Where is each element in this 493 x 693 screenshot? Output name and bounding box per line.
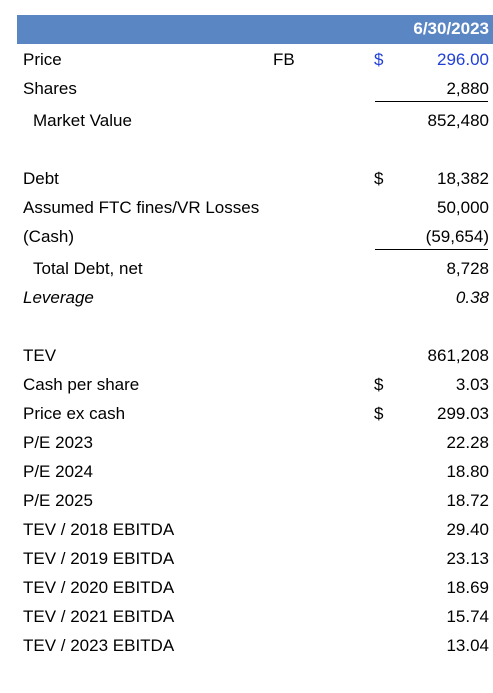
row-pe-2023[interactable]: P/E 2023 22.28 xyxy=(17,428,493,457)
row-label: (Cash) xyxy=(23,227,75,246)
value-cell[interactable]: 22.28 xyxy=(446,433,489,452)
row-ftc-fines[interactable]: Assumed FTC fines/VR Losses 50,000 xyxy=(17,193,493,222)
row-cash-per-share[interactable]: Cash per share $ 3.03 xyxy=(17,370,493,399)
row-pe-2025[interactable]: P/E 2025 18.72 xyxy=(17,486,493,515)
value-cell[interactable]: 18.69 xyxy=(446,578,489,597)
row-label: TEV / 2023 EBITDA xyxy=(23,636,175,655)
row-tev-2019-ebitda[interactable]: TEV / 2019 EBITDA 23.13 xyxy=(17,544,493,573)
value-cell[interactable]: 8,728 xyxy=(446,259,489,278)
value-cell[interactable]: 0.38 xyxy=(455,288,489,307)
row-leverage[interactable]: Leverage 0.38 xyxy=(17,283,493,312)
subtotal-underline xyxy=(375,101,488,102)
dollar-sign: $ xyxy=(374,169,384,188)
row-tev-2018-ebitda[interactable]: TEV / 2018 EBITDA 29.40 xyxy=(17,515,493,544)
row-tev-2021-ebitda[interactable]: TEV / 2021 EBITDA 15.74 xyxy=(17,602,493,631)
row-shares[interactable]: Shares 2,880 xyxy=(17,74,493,103)
row-tev-2020-ebitda[interactable]: TEV / 2020 EBITDA 18.69 xyxy=(17,573,493,602)
row-label: Price ex cash xyxy=(23,404,126,423)
value-cell[interactable]: 861,208 xyxy=(427,346,489,365)
row-tev-2023-ebitda[interactable]: TEV / 2023 EBITDA 13.04 xyxy=(17,631,493,660)
value-cell[interactable]: 2,880 xyxy=(446,79,489,98)
value-cell[interactable]: 18.80 xyxy=(446,462,489,481)
value-cell[interactable]: 299.03 xyxy=(437,404,489,423)
row-label: Shares xyxy=(23,79,77,98)
row-label: TEV / 2021 EBITDA xyxy=(23,607,175,626)
value-cell[interactable]: 15.74 xyxy=(446,607,489,626)
value-cell[interactable]: 18.72 xyxy=(446,491,489,510)
dollar-sign: $ xyxy=(374,375,384,394)
value-cell[interactable]: 29.40 xyxy=(446,520,489,539)
row-label: Leverage xyxy=(23,288,94,307)
value-cell[interactable]: 852,480 xyxy=(427,111,489,130)
value-cell[interactable]: 13.04 xyxy=(446,636,489,655)
row-label: TEV / 2020 EBITDA xyxy=(23,578,175,597)
row-label: TEV / 2019 EBITDA xyxy=(23,549,175,568)
row-price-ex-cash[interactable]: Price ex cash $ 299.03 xyxy=(17,399,493,428)
row-label: P/E 2024 xyxy=(23,462,93,481)
dollar-sign: $ xyxy=(374,404,384,423)
row-label: P/E 2023 xyxy=(23,433,93,452)
value-cell[interactable]: 296.00 xyxy=(437,50,489,69)
value-cell[interactable]: 23.13 xyxy=(446,549,489,568)
row-price[interactable]: Price FB $ 296.00 xyxy=(17,45,493,74)
ticker-cell[interactable]: FB xyxy=(273,50,295,69)
row-label: Cash per share xyxy=(23,375,140,394)
row-total-debt[interactable]: Total Debt, net 8,728 xyxy=(17,254,493,283)
row-label: Total Debt, net xyxy=(33,259,143,278)
value-cell[interactable]: 18,382 xyxy=(437,169,489,188)
dollar-sign: $ xyxy=(374,50,384,69)
row-label: Price xyxy=(23,50,62,69)
row-label: Assumed FTC fines/VR Losses xyxy=(23,198,260,217)
subtotal-underline xyxy=(375,249,488,250)
row-market-value[interactable]: Market Value 852,480 xyxy=(17,106,493,135)
row-label: Debt xyxy=(23,169,59,188)
value-cell[interactable]: (59,654) xyxy=(425,227,489,246)
row-debt[interactable]: Debt $ 18,382 xyxy=(17,164,493,193)
row-label: TEV xyxy=(23,346,57,365)
row-pe-2024[interactable]: P/E 2024 18.80 xyxy=(17,457,493,486)
row-label: Market Value xyxy=(33,111,132,130)
row-label: P/E 2025 xyxy=(23,491,93,510)
row-cash[interactable]: (Cash) (59,654) xyxy=(17,222,493,251)
value-cell[interactable]: 50,000 xyxy=(437,198,489,217)
value-cell[interactable]: 3.03 xyxy=(455,375,489,394)
header-date[interactable]: 6/30/2023 xyxy=(413,19,489,38)
header-bar: 6/30/2023 xyxy=(17,15,493,44)
row-tev[interactable]: TEV 861,208 xyxy=(17,341,493,370)
row-label: TEV / 2018 EBITDA xyxy=(23,520,175,539)
